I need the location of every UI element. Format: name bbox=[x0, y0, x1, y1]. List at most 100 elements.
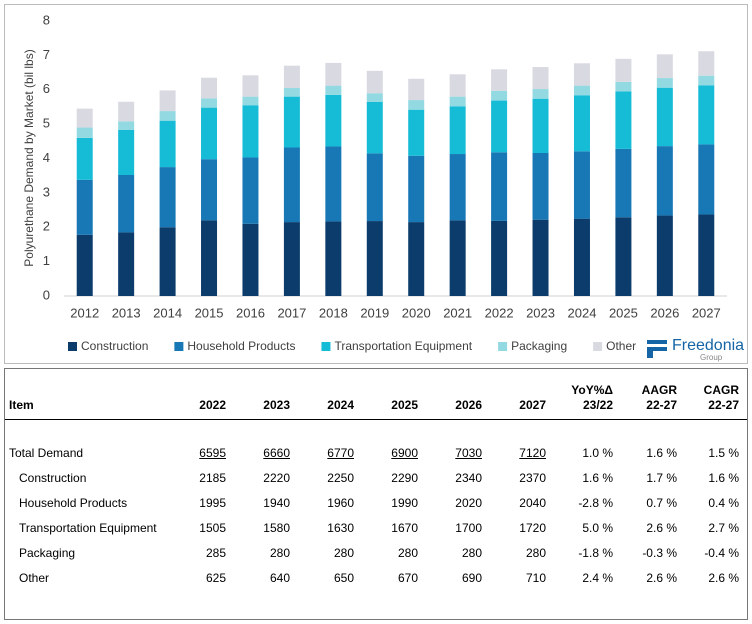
x-tick-label: 2024 bbox=[568, 305, 597, 320]
cell: 2040 bbox=[519, 495, 546, 510]
table-row: Construction 2185 2220 2250 2290 2340 2370 1.6 … bbox=[5, 465, 747, 490]
cell: 7120 bbox=[519, 445, 546, 460]
bar-segment bbox=[408, 100, 425, 110]
cell: 2.6 % bbox=[708, 570, 739, 585]
cell: 625 bbox=[205, 570, 226, 585]
cell: 1960 bbox=[327, 495, 354, 510]
bar-segment bbox=[491, 69, 508, 91]
chart-border bbox=[4, 4, 748, 364]
table-row: Total Demand 6595 6660 6770 6900 7030 7120 1.0 … bbox=[5, 420, 747, 466]
bar-segment bbox=[615, 81, 632, 92]
x-tick-label: 2027 bbox=[692, 305, 721, 320]
y-tick-label: 8 bbox=[43, 12, 50, 27]
bar-segment bbox=[615, 217, 632, 296]
y-axis-label: Polyurethane Demand by Market (bil lbs) bbox=[22, 49, 36, 266]
bar-segment bbox=[159, 90, 176, 112]
bar-segment bbox=[366, 153, 383, 222]
bar-segment bbox=[449, 74, 466, 97]
bar-segment bbox=[242, 105, 259, 158]
bar-segment bbox=[242, 157, 259, 224]
cell: 2.6 % bbox=[646, 570, 677, 585]
bar-segment bbox=[615, 148, 632, 218]
column-header: CAGR 22-27 bbox=[685, 377, 747, 420]
bar-segment bbox=[325, 62, 342, 86]
bar-segment bbox=[491, 90, 508, 101]
cell: 1630 bbox=[327, 520, 354, 535]
logo: Freedonia Group bbox=[647, 337, 744, 362]
table: Item 2022 2023 2024 2025 2026 2027 YoY%Δ 23/22 AA… bbox=[5, 377, 747, 590]
x-tick-label: 2019 bbox=[360, 305, 389, 320]
bar-segment bbox=[159, 111, 176, 121]
bar-segment bbox=[408, 155, 425, 223]
bar-segment bbox=[283, 96, 300, 148]
cell: 2340 bbox=[455, 470, 482, 485]
y-tick-label: 2 bbox=[43, 219, 50, 234]
table-box: Item 2022 2023 2024 2025 2026 2027 YoY%Δ 23/22 AA… bbox=[4, 368, 748, 620]
cell: 280 bbox=[525, 545, 546, 560]
bar-segment bbox=[118, 101, 135, 122]
bar-segment bbox=[615, 58, 632, 82]
bar-segment bbox=[573, 151, 590, 219]
bar-segment bbox=[532, 98, 549, 153]
row-label: Transportation Equipment bbox=[19, 520, 157, 535]
column-header-label: 2027 bbox=[519, 398, 546, 412]
bar-segment bbox=[76, 108, 93, 128]
table-row: Household Products 1995 1940 1960 1990 2020 20… bbox=[5, 490, 747, 515]
bar-segment bbox=[283, 222, 300, 296]
bar-segment bbox=[76, 179, 93, 235]
column-header: 2027 bbox=[490, 377, 554, 420]
cell: 2.7 % bbox=[708, 520, 739, 535]
cell: 1995 bbox=[199, 495, 226, 510]
row-label: Other bbox=[19, 570, 50, 585]
cell: 280 bbox=[461, 545, 482, 560]
cell: 6770 bbox=[327, 445, 354, 460]
x-tick-label: 2022 bbox=[485, 305, 514, 320]
legend-label: Packaging bbox=[511, 339, 567, 353]
bar-segment bbox=[201, 77, 218, 99]
y-tick-label: 0 bbox=[43, 287, 50, 302]
bar-segment bbox=[656, 146, 673, 216]
cell: -0.4 % bbox=[704, 545, 739, 560]
logo-name: Freedonia bbox=[672, 337, 744, 354]
x-tick-label: 2017 bbox=[277, 305, 306, 320]
cell: 0.7 % bbox=[646, 495, 677, 510]
row-label: Packaging bbox=[19, 545, 76, 560]
x-tick-label: 2026 bbox=[650, 305, 679, 320]
x-tick-label: 2021 bbox=[443, 305, 472, 320]
cell: -2.8 % bbox=[578, 495, 613, 510]
x-tick-label: 2016 bbox=[236, 305, 265, 320]
cell: 710 bbox=[525, 570, 546, 585]
bar-segment bbox=[159, 120, 176, 168]
column-header: 2026 bbox=[426, 377, 490, 420]
cell: 285 bbox=[205, 545, 226, 560]
bar-segment bbox=[656, 215, 673, 296]
cell: -1.8 % bbox=[578, 545, 613, 560]
column-header-label: YoY%Δ bbox=[571, 383, 613, 397]
column-header-label: CAGR bbox=[703, 383, 739, 397]
cell: 1940 bbox=[263, 495, 290, 510]
bar-segment bbox=[118, 232, 135, 296]
cell: 1720 bbox=[519, 520, 546, 535]
column-header-label: 2024 bbox=[327, 398, 354, 412]
row-label: Total Demand bbox=[9, 445, 84, 460]
legend-label: Construction bbox=[81, 339, 148, 353]
legend-swatch bbox=[593, 342, 603, 351]
cell: 0.4 % bbox=[708, 495, 739, 510]
legend-swatch bbox=[68, 342, 77, 351]
column-header-label: 2022 bbox=[199, 398, 226, 412]
cell: 1.6 % bbox=[582, 470, 613, 485]
bar-segment bbox=[366, 221, 383, 296]
cell: 1580 bbox=[263, 520, 290, 535]
bar-segment bbox=[118, 129, 135, 175]
x-tick-label: 2015 bbox=[195, 305, 224, 320]
legend-swatch bbox=[498, 342, 508, 351]
y-tick-label: 5 bbox=[43, 116, 50, 131]
y-tick-label: 1 bbox=[43, 253, 50, 268]
x-tick-label: 2018 bbox=[319, 305, 348, 320]
bar-segment bbox=[159, 227, 176, 296]
bar-segment bbox=[201, 107, 218, 160]
bar-segment bbox=[573, 63, 590, 86]
bar-segment bbox=[698, 51, 715, 76]
bar-segment bbox=[366, 93, 383, 102]
